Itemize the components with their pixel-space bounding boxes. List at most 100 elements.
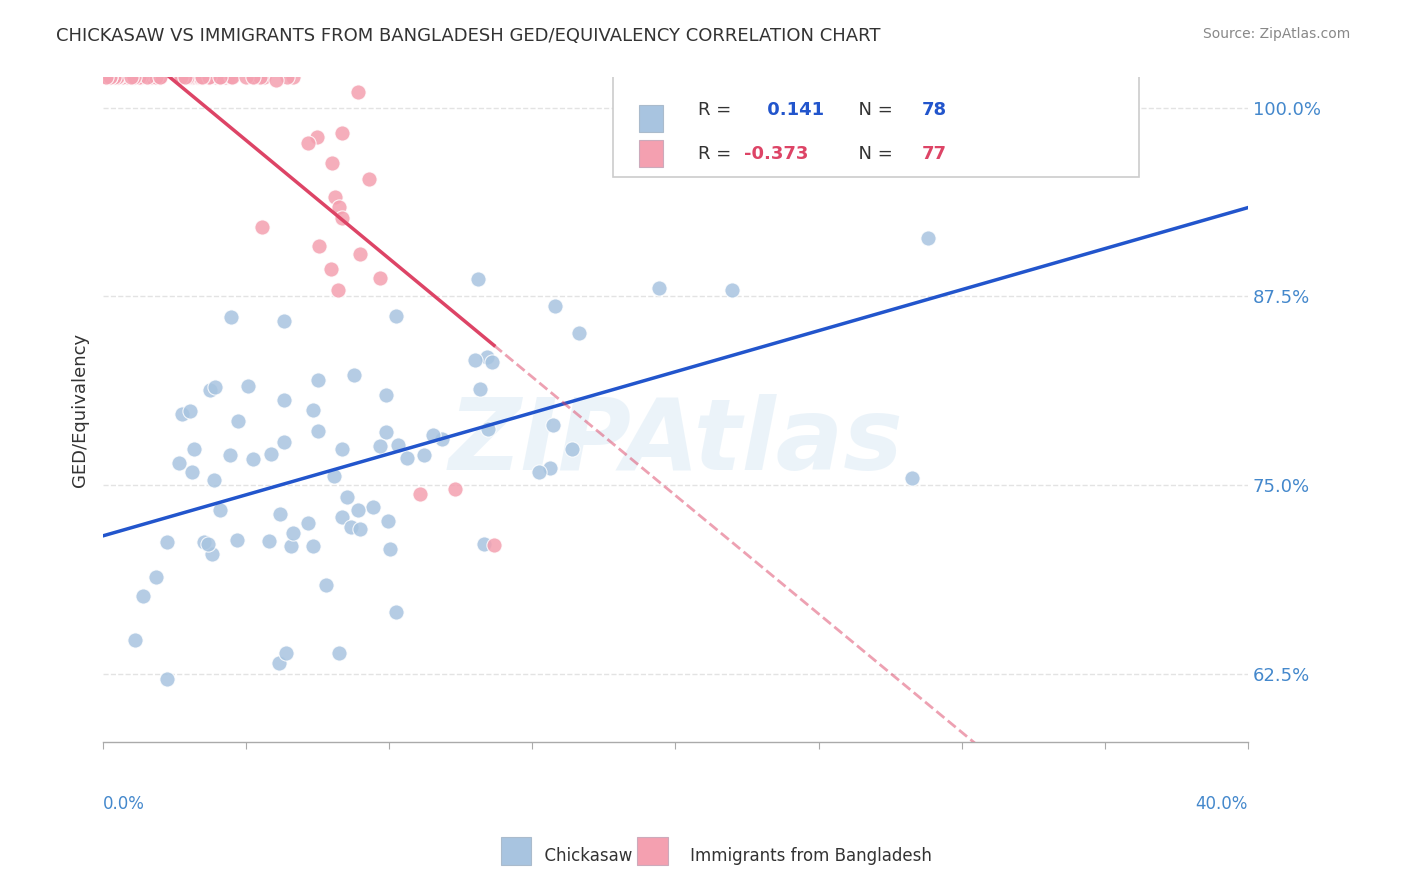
Point [107, 70, 129, 85]
Point [129, 70, 152, 85]
Text: -0.373: -0.373 [744, 145, 808, 163]
Point [138, 70, 160, 85]
Point [257, 533, 280, 548]
Point [361, 500, 384, 514]
Text: ZIPAtlas: ZIPAtlas [449, 394, 903, 491]
Point [226, 414, 249, 428]
Point [330, 211, 353, 225]
Point [315, 578, 337, 592]
Point [198, 70, 221, 85]
Point [297, 136, 319, 150]
Point [307, 129, 329, 144]
Text: R =: R = [699, 102, 737, 120]
Point [169, 456, 191, 470]
Point [328, 646, 350, 660]
Point [349, 522, 371, 536]
Text: CHICKASAW VS IMMIGRANTS FROM BANGLADESH GED/EQUIVALENCY CORRELATION CHART: CHICKASAW VS IMMIGRANTS FROM BANGLADESH … [56, 27, 880, 45]
Point [128, 70, 150, 85]
Point [188, 70, 211, 85]
Point [235, 70, 257, 85]
Point [141, 70, 163, 85]
Point [135, 70, 157, 85]
Text: 0.141: 0.141 [761, 102, 824, 120]
Point [260, 447, 283, 461]
FancyBboxPatch shape [638, 140, 664, 167]
Point [174, 70, 197, 85]
Point [170, 70, 193, 85]
Point [129, 70, 152, 85]
Point [308, 239, 330, 253]
Point [721, 283, 744, 297]
Text: 0.0%: 0.0% [103, 795, 145, 813]
Point [170, 70, 193, 85]
Point [326, 283, 349, 297]
Point [273, 313, 295, 327]
Point [330, 510, 353, 524]
Text: N =: N = [848, 145, 898, 163]
Point [205, 70, 228, 85]
Point [538, 461, 561, 475]
Point [541, 417, 564, 432]
FancyBboxPatch shape [613, 74, 1139, 178]
Point [197, 70, 219, 85]
Point [208, 70, 231, 85]
Point [349, 247, 371, 261]
Point [481, 354, 503, 368]
Point [193, 535, 215, 549]
Point [156, 534, 179, 549]
Point [319, 262, 342, 277]
Point [412, 448, 434, 462]
Point [409, 487, 432, 501]
Text: Chickasaw           Immigrants from Bangladesh: Chickasaw Immigrants from Bangladesh [534, 847, 932, 865]
Point [917, 230, 939, 244]
Point [328, 200, 350, 214]
Point [200, 383, 222, 397]
Point [238, 379, 260, 393]
Point [482, 538, 505, 552]
Point [209, 70, 232, 85]
Point [543, 299, 565, 313]
Point [179, 404, 201, 418]
Point [124, 70, 146, 85]
Point [173, 70, 195, 85]
Point [128, 70, 150, 85]
Point [529, 465, 551, 479]
Point [186, 70, 208, 85]
Point [219, 70, 242, 85]
Point [202, 473, 225, 487]
Point [430, 432, 453, 446]
FancyBboxPatch shape [638, 105, 664, 132]
Point [122, 70, 145, 85]
Text: N =: N = [848, 102, 898, 120]
Point [343, 368, 366, 382]
Point [111, 70, 134, 85]
Point [330, 126, 353, 140]
Point [464, 353, 486, 368]
Point [243, 70, 266, 85]
FancyBboxPatch shape [501, 837, 531, 865]
Point [380, 542, 402, 557]
Point [221, 310, 243, 324]
Point [374, 388, 396, 402]
Y-axis label: GED/Equivalency: GED/Equivalency [72, 333, 89, 487]
Point [468, 383, 491, 397]
Point [156, 673, 179, 687]
Point [226, 533, 249, 547]
Point [368, 271, 391, 285]
Point [273, 435, 295, 450]
Point [274, 646, 297, 660]
Point [197, 537, 219, 551]
Point [336, 490, 359, 504]
Point [307, 424, 329, 438]
Point [330, 442, 353, 456]
Point [183, 442, 205, 457]
Point [219, 448, 242, 462]
Point [900, 471, 922, 485]
Point [105, 70, 128, 85]
Point [273, 393, 295, 408]
Point [321, 156, 343, 170]
Point [346, 503, 368, 517]
Point [249, 70, 271, 85]
Point [422, 427, 444, 442]
Point [444, 482, 467, 496]
